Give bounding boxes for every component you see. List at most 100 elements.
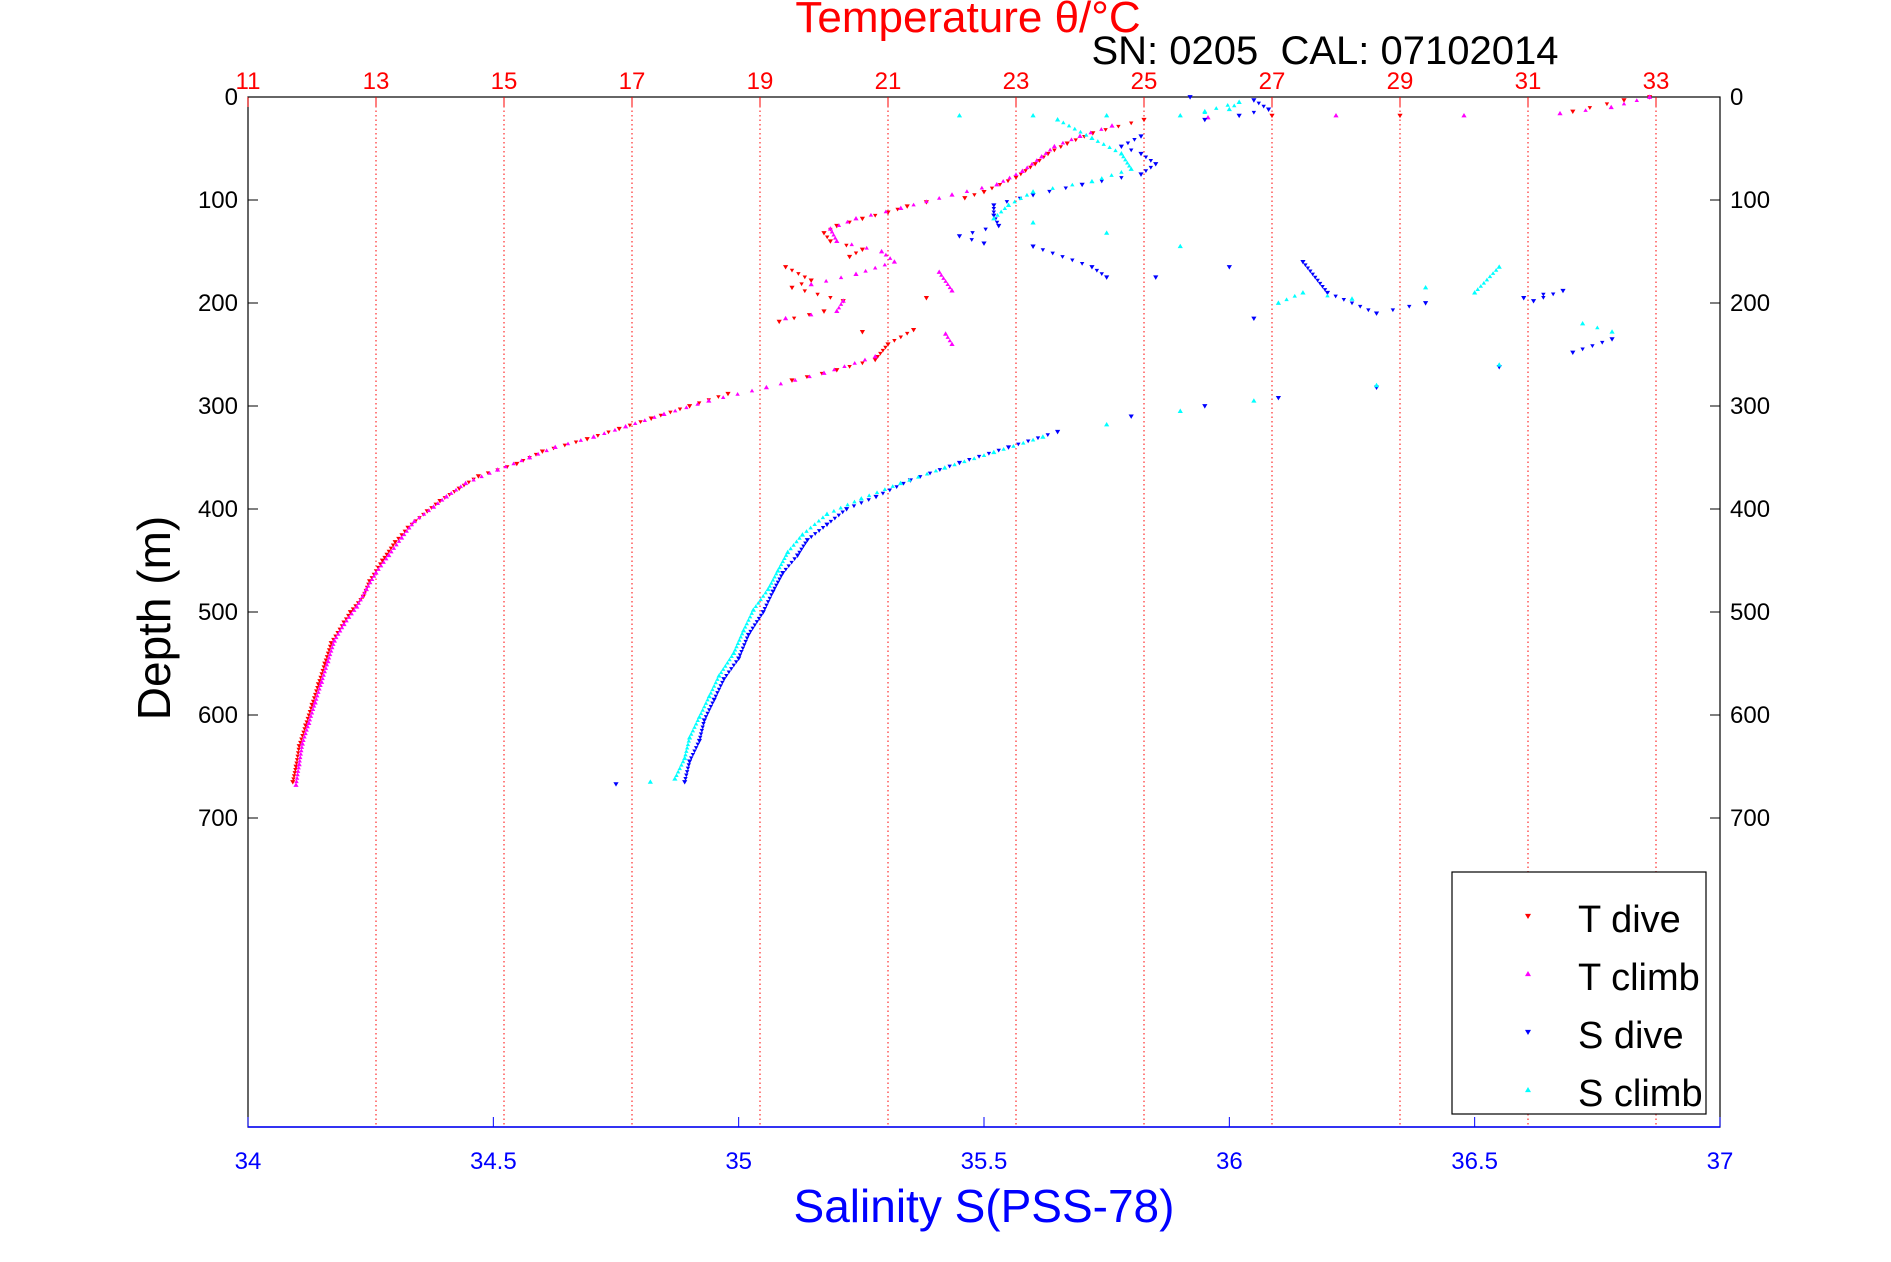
point-t-dive bbox=[1073, 138, 1078, 143]
point-s-climb bbox=[1089, 135, 1095, 141]
point-s-dive bbox=[983, 227, 988, 232]
point-t-climb bbox=[311, 703, 317, 708]
point-t-climb bbox=[331, 638, 337, 643]
point-t-climb bbox=[887, 256, 893, 260]
temperature-tick-label: 11 bbox=[236, 68, 261, 95]
point-t-climb bbox=[565, 441, 571, 446]
point-t-climb bbox=[358, 597, 363, 602]
point-t-climb bbox=[834, 308, 840, 314]
point-s-dive bbox=[1045, 433, 1050, 438]
point-s-dive bbox=[947, 464, 952, 469]
point-t-climb bbox=[1109, 123, 1115, 128]
point-t-dive bbox=[1005, 179, 1011, 184]
point-t-climb bbox=[471, 477, 476, 482]
point-t-climb bbox=[371, 573, 377, 578]
point-s-dive bbox=[901, 481, 906, 486]
depth-tick-label-right: 200 bbox=[1730, 290, 1770, 317]
point-t-climb bbox=[324, 662, 330, 667]
point-s-climb bbox=[672, 776, 678, 781]
point-s-climb bbox=[1226, 106, 1232, 112]
point-t-climb bbox=[1333, 112, 1339, 118]
point-s-dive bbox=[726, 670, 732, 675]
point-t-climb bbox=[1001, 179, 1006, 183]
point-t-climb bbox=[299, 741, 305, 746]
point-s-dive bbox=[742, 643, 747, 648]
point-s-dive bbox=[754, 620, 760, 624]
salinity-tick-label: 35.5 bbox=[961, 1148, 1008, 1175]
point-t-climb bbox=[426, 508, 431, 513]
point-t-dive bbox=[343, 617, 349, 622]
point-s-climb bbox=[710, 687, 715, 692]
point-t-climb bbox=[511, 461, 516, 466]
point-t-dive bbox=[291, 774, 297, 778]
point-t-climb bbox=[323, 666, 329, 670]
point-t-climb bbox=[749, 388, 755, 393]
point-s-dive bbox=[1104, 275, 1110, 280]
point-s-dive bbox=[685, 766, 691, 771]
point-s-climb bbox=[838, 505, 843, 510]
point-t-dive bbox=[1129, 121, 1134, 126]
point-s-climb bbox=[765, 586, 771, 592]
point-s-climb bbox=[1018, 196, 1023, 200]
point-t-dive bbox=[595, 433, 601, 438]
point-t-climb bbox=[823, 278, 829, 283]
point-t-dive bbox=[821, 309, 827, 314]
point-s-climb bbox=[737, 638, 742, 642]
point-s-climb bbox=[1236, 99, 1242, 104]
point-s-climb bbox=[743, 624, 748, 629]
point-s-dive bbox=[1060, 255, 1065, 259]
point-t-dive bbox=[776, 319, 782, 325]
point-s-climb bbox=[782, 556, 787, 560]
point-s-climb bbox=[1089, 178, 1095, 184]
point-s-dive bbox=[711, 697, 717, 703]
point-s-dive bbox=[705, 711, 710, 716]
point-t-dive bbox=[860, 361, 865, 366]
point-t-climb bbox=[458, 484, 463, 489]
salinity-tick-label: 34.5 bbox=[470, 1148, 517, 1175]
point-s-dive bbox=[748, 629, 753, 634]
point-s-climb bbox=[816, 518, 822, 523]
point-s-dive bbox=[1055, 429, 1061, 435]
point-t-climb bbox=[1608, 104, 1614, 110]
point-t-dive bbox=[638, 420, 643, 424]
point-t-climb bbox=[346, 615, 352, 619]
axes: 11 13 15 17 19 21 23 25 27 29 31 33 34 34.5 35 35.5 36 36… bbox=[198, 68, 1770, 1175]
point-t-climb bbox=[1077, 133, 1083, 138]
point-s-climb bbox=[1349, 296, 1355, 301]
point-s-climb bbox=[1490, 271, 1496, 275]
point-t-climb bbox=[314, 697, 319, 701]
temperature-tick-label: 31 bbox=[1515, 68, 1542, 95]
point-s-climb bbox=[1040, 434, 1046, 439]
point-s-dive bbox=[772, 586, 777, 591]
point-t-climb bbox=[339, 625, 345, 630]
point-s-dive bbox=[1236, 113, 1242, 119]
point-s-climb bbox=[702, 704, 707, 709]
point-s-climb bbox=[686, 738, 691, 743]
point-t-dive bbox=[892, 339, 897, 343]
point-s-dive bbox=[1079, 182, 1085, 188]
point-s-dive bbox=[1129, 148, 1134, 153]
point-s-dive bbox=[1251, 98, 1257, 103]
point-s-climb bbox=[1021, 440, 1026, 445]
point-t-climb bbox=[519, 458, 524, 463]
point-t-dive bbox=[923, 296, 929, 301]
point-t-climb bbox=[842, 364, 847, 368]
point-t-climb bbox=[344, 618, 349, 623]
temperature-tick-label: 25 bbox=[1131, 68, 1158, 95]
point-s-climb bbox=[956, 112, 963, 118]
point-s-climb bbox=[718, 670, 724, 675]
point-t-climb bbox=[417, 515, 422, 520]
point-s-climb bbox=[1127, 163, 1132, 168]
point-t-climb bbox=[322, 669, 327, 674]
legend: T dive T climb S dive S climb bbox=[1451, 871, 1707, 1115]
point-t-climb bbox=[1583, 108, 1588, 112]
point-t-climb bbox=[945, 282, 950, 286]
point-t-dive bbox=[1604, 102, 1610, 107]
point-t-dive bbox=[291, 777, 296, 782]
point-s-climb bbox=[774, 571, 779, 576]
point-t-climb bbox=[872, 353, 878, 359]
point-t-climb bbox=[296, 765, 301, 770]
point-s-climb bbox=[734, 644, 739, 649]
point-t-climb bbox=[845, 219, 850, 224]
